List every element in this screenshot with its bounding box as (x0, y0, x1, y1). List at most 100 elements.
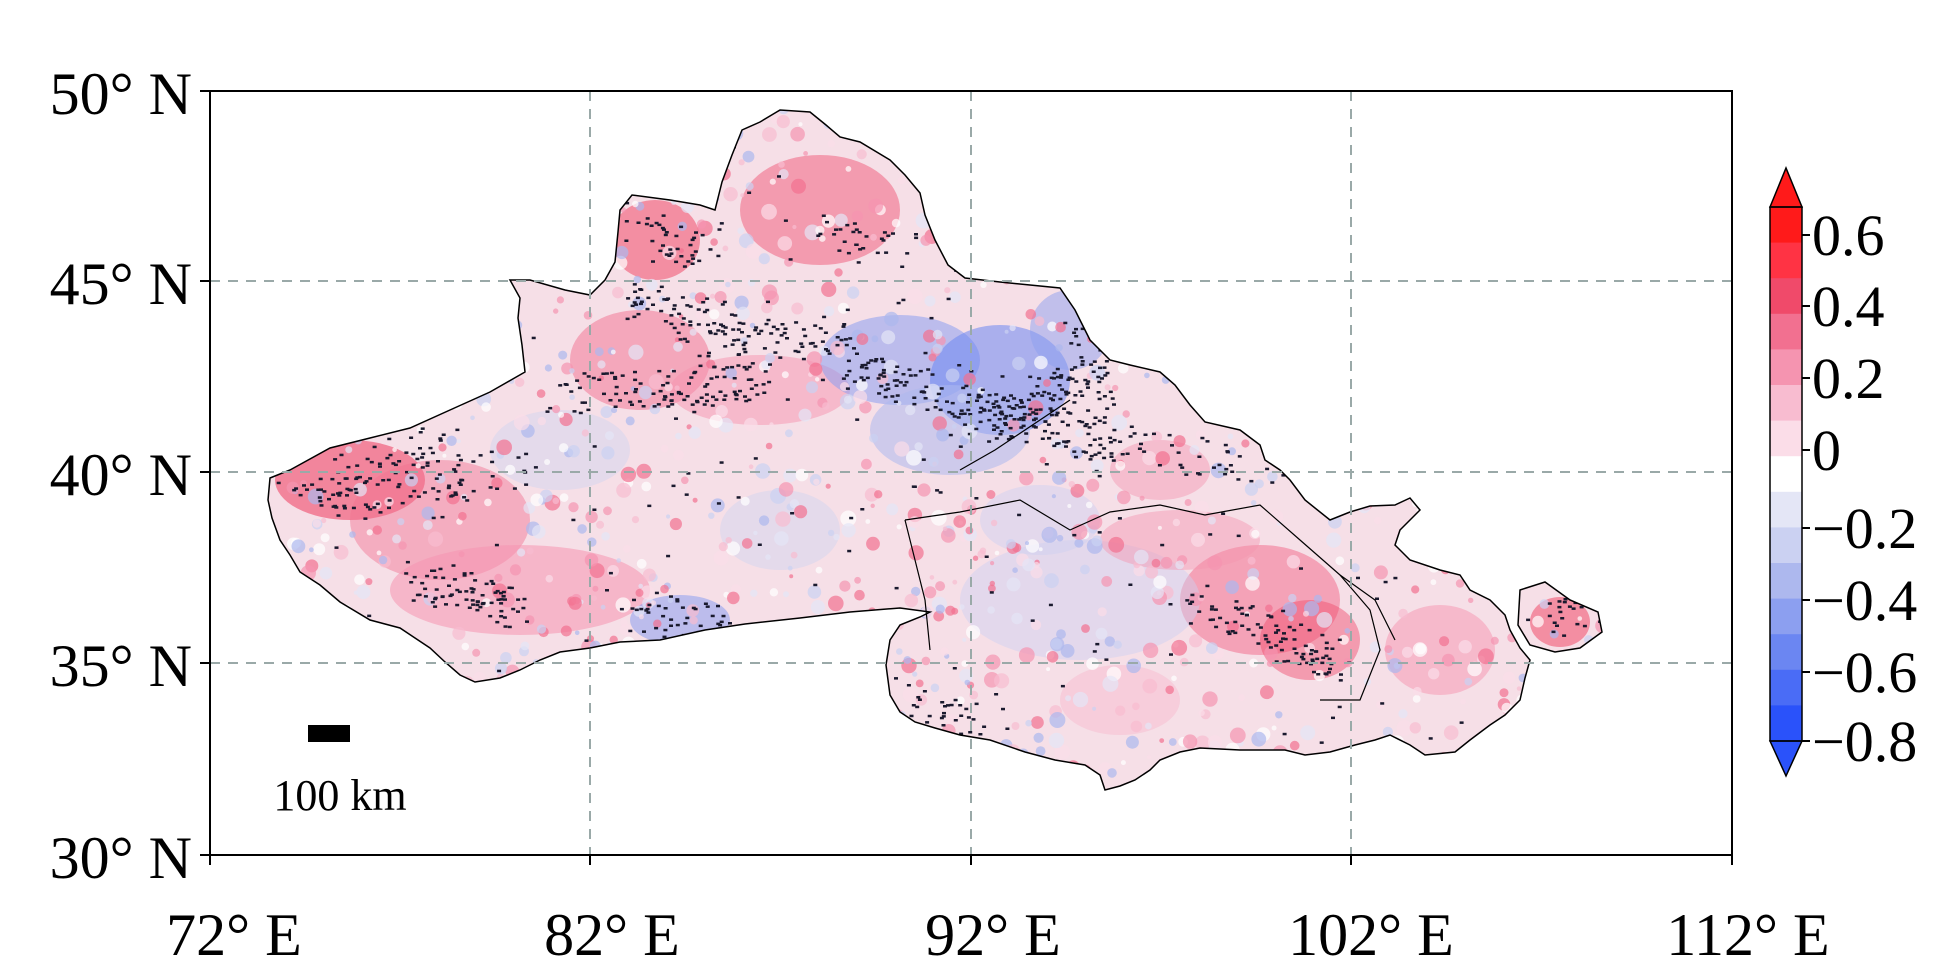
significance-dot (1299, 623, 1304, 626)
trend-speckle-dot (1528, 221, 1536, 229)
significance-dot (1098, 437, 1103, 440)
significance-dot (1320, 633, 1325, 637)
significance-dot (884, 251, 889, 254)
trend-speckle-dot (416, 191, 425, 199)
trend-speckle-dot (1597, 385, 1602, 394)
significance-dot (830, 655, 835, 658)
trend-speckle-dot (254, 752, 261, 759)
significance-dot (684, 493, 689, 496)
significance-dot (1526, 618, 1531, 622)
significance-dot (654, 221, 659, 225)
trend-speckle-dot (308, 304, 314, 311)
trend-speckle-dot (1423, 434, 1429, 440)
trend-speckle-dot (1171, 193, 1187, 209)
trend-speckle-dot (1401, 407, 1414, 420)
trend-speckle-dot (387, 626, 397, 636)
trend-speckle-dot (329, 317, 338, 326)
significance-dot (835, 336, 840, 339)
trend-speckle-dot (687, 732, 703, 747)
trend-speckle-dot (843, 395, 852, 404)
significance-dot (946, 704, 950, 707)
trend-speckle-dot (642, 568, 656, 582)
trend-speckle-dot (1299, 250, 1314, 266)
significance-dot (800, 345, 805, 348)
trend-speckle-dot (640, 585, 655, 600)
significance-dot (762, 347, 767, 350)
trend-speckle-dot (1603, 736, 1607, 740)
significance-dot (966, 408, 971, 412)
trend-speckle-dot (268, 398, 273, 408)
trend-speckle-dot (1236, 332, 1249, 345)
significance-dot (823, 331, 828, 334)
significance-dot (1582, 624, 1587, 628)
trend-speckle-dot (1436, 541, 1446, 550)
trend-speckle-dot (553, 308, 559, 314)
trend-speckle-dot (1056, 629, 1066, 639)
significance-dot (1547, 614, 1552, 618)
significance-dot (1176, 451, 1181, 454)
trend-speckle-dot (1115, 460, 1126, 471)
trend-speckle-dot (765, 353, 775, 363)
trend-speckle-dot (1549, 263, 1561, 275)
trend-speckle-dot (468, 725, 478, 735)
trend-speckle-dot (244, 149, 250, 155)
trend-speckle-dot (1129, 128, 1146, 145)
significance-dot (659, 285, 664, 289)
significance-dot (1101, 346, 1106, 349)
trend-speckle-dot (1478, 138, 1489, 150)
trend-speckle-dot (1165, 685, 1174, 695)
significance-dot (1062, 407, 1067, 410)
trend-speckle-dot (894, 441, 910, 457)
significance-dot (741, 343, 746, 347)
trend-speckle-dot (961, 499, 977, 514)
trend-speckle-dot (903, 656, 912, 664)
significance-dot (1047, 166, 1052, 169)
trend-speckle-dot (574, 630, 580, 636)
trend-speckle-dot (638, 385, 653, 400)
significance-dot (1063, 321, 1068, 325)
significance-dot (499, 598, 504, 601)
trend-speckle-dot (452, 626, 466, 640)
trend-speckle-dot (827, 529, 835, 537)
trend-speckle-dot (714, 291, 727, 303)
significance-dot (696, 323, 701, 326)
trend-speckle-dot (1265, 365, 1279, 379)
trend-speckle-dot (1241, 439, 1250, 448)
significance-dot (1014, 404, 1019, 407)
trend-speckle-dot (1117, 269, 1127, 279)
significance-dot (1563, 598, 1568, 601)
trend-speckle-dot (1445, 332, 1451, 339)
significance-dot (1027, 413, 1032, 416)
trend-speckle-dot (1574, 572, 1579, 577)
trend-speckle-dot (598, 191, 613, 207)
trend-speckle-dot (1151, 148, 1164, 161)
significance-dot (886, 387, 891, 390)
significance-dot (440, 515, 445, 519)
trend-speckle-dot (1208, 320, 1219, 331)
significance-dot (1032, 418, 1036, 422)
trend-speckle-dot (507, 226, 513, 232)
significance-dot (660, 657, 665, 660)
trend-speckle-dot (600, 210, 615, 224)
trend-speckle-dot (1086, 478, 1100, 492)
significance-dot (430, 451, 435, 455)
trend-speckle-dot (667, 597, 674, 603)
trend-speckle-dot (918, 123, 928, 133)
trend-speckle-dot (1046, 651, 1059, 663)
significance-dot (345, 487, 350, 491)
trend-speckle-dot (470, 415, 475, 421)
significance-dot (1428, 737, 1433, 740)
significance-dot (489, 601, 494, 605)
significance-dot (434, 588, 439, 591)
trend-speckle-dot (1038, 547, 1043, 552)
significance-dot (1080, 360, 1085, 363)
significance-dot (952, 739, 957, 743)
significance-dot (1108, 390, 1113, 394)
significance-dot (1525, 453, 1529, 457)
significance-dot (1054, 413, 1059, 417)
trend-speckle-dot (1300, 725, 1316, 741)
trend-speckle-dot (1456, 454, 1468, 466)
significance-dot (351, 506, 356, 510)
trend-speckle-dot (1520, 755, 1526, 761)
significance-dot (693, 607, 698, 611)
